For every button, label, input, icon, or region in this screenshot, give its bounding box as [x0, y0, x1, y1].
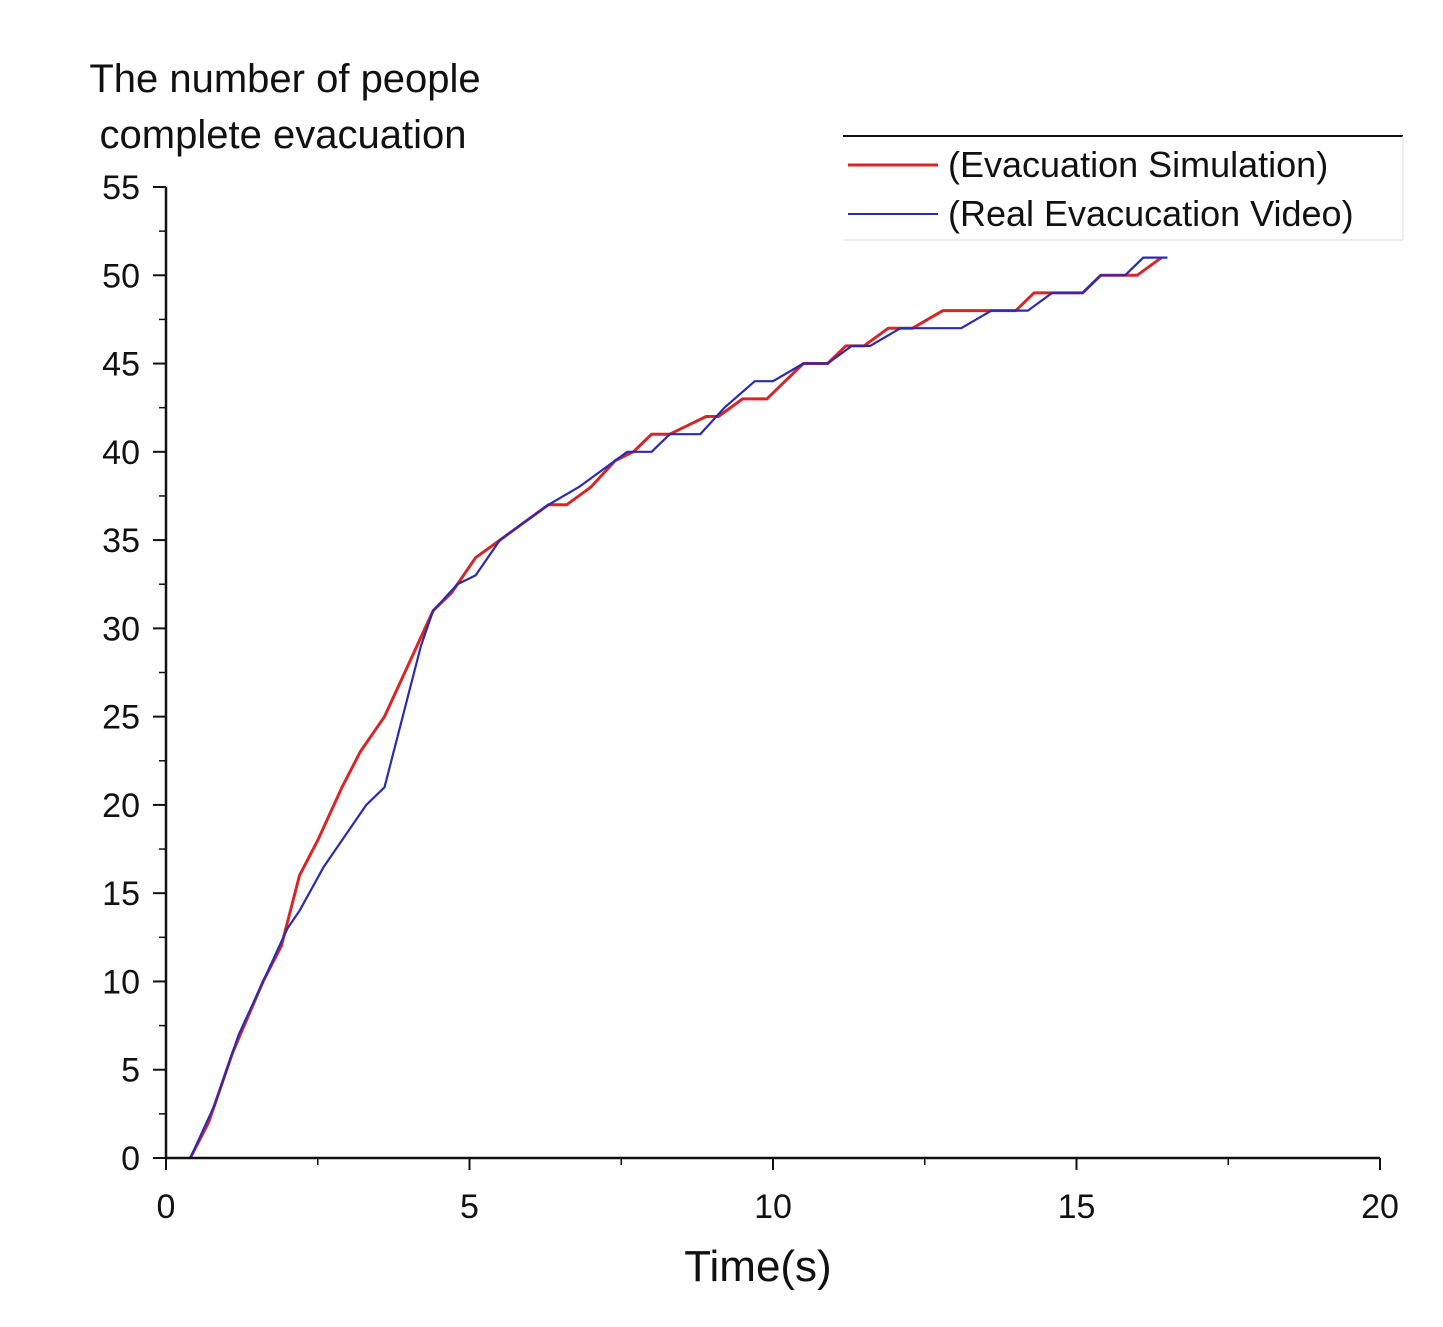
x-axis-title: Time(s)	[684, 1242, 831, 1291]
series-line-real-evacuation-video	[189, 256, 1168, 1159]
y-tick-label-15: 15	[102, 875, 140, 913]
x-tick-label-5: 5	[460, 1188, 479, 1226]
y-tick-label-45: 45	[102, 346, 140, 384]
y-tick-label-50: 50	[102, 257, 140, 295]
y-tick-label-20: 20	[102, 787, 140, 825]
axes-layer: 0 5 10 15 20 25 30 35 40 45 50 55 0 5 10 15 20	[102, 169, 1399, 1226]
y-tick-label-10: 10	[102, 963, 140, 1001]
y-axis-title-line-2: complete evacuation	[100, 113, 467, 157]
y-tick-label-55: 55	[102, 169, 140, 207]
y-tick-label-0: 0	[121, 1140, 140, 1178]
y-tick-label-30: 30	[102, 610, 140, 648]
y-tick-label-25: 25	[102, 699, 140, 737]
x-tick-label-20: 20	[1361, 1188, 1399, 1226]
y-tick-label-35: 35	[102, 522, 140, 560]
series-layer	[188, 256, 1168, 1159]
legend-label-evacuation-simulation: (Evacuation Simulation)	[948, 144, 1328, 185]
x-tick-label-15: 15	[1058, 1188, 1096, 1226]
y-tick-label-40: 40	[102, 434, 140, 472]
x-tick-label-10: 10	[754, 1188, 792, 1226]
legend-label-real-evacuation-video: (Real Evacucation Video)	[948, 193, 1354, 234]
y-axis-title-line-1: The number of people	[89, 57, 480, 101]
legend: (Evacuation Simulation) (Real Evacucatio…	[843, 135, 1404, 241]
x-tick-label-0: 0	[157, 1188, 176, 1226]
y-tick-label-5: 5	[121, 1052, 140, 1090]
